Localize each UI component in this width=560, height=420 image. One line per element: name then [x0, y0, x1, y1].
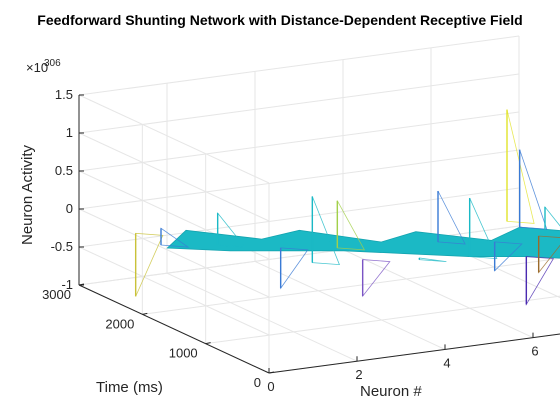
z-axis-title: Neuron Activity: [19, 144, 36, 245]
svg-text:306: 306: [44, 58, 61, 69]
spike-facet-0: [135, 232, 164, 297]
gridline-back-z: [78, 73, 520, 134]
x-tick-label: 4: [443, 355, 450, 370]
x-tick-label: 2: [355, 367, 362, 382]
gridline-floor-y: [205, 295, 560, 345]
svg-text:×10: ×10: [26, 60, 48, 75]
spike-facet-11: [494, 241, 523, 272]
spike-facet-6: [336, 200, 366, 251]
z-tick-label: -0.5: [51, 239, 73, 254]
spike-facet-10: [525, 256, 555, 306]
gridline-floor-y: [268, 333, 560, 374]
spike-facet-1: [160, 227, 190, 248]
z-tick-label: 0.5: [55, 163, 73, 178]
gridline-side-z: [78, 132, 270, 222]
y-axis-line: [78, 284, 270, 374]
spike-facet-14: [544, 205, 560, 241]
spike-facet-5: [362, 259, 391, 298]
y-tick-mark: [142, 312, 148, 315]
y-axis-title: Time (ms): [96, 379, 163, 396]
gridline-floor-x: [342, 249, 534, 339]
y-tick-label: 0: [254, 375, 261, 390]
gridline-side-z: [78, 246, 270, 336]
spike-facet-8: [469, 197, 498, 260]
y-tick-label: 2000: [105, 316, 134, 331]
z-exponent-label: ×10 306: [26, 58, 61, 75]
y-tick-label: 3000: [42, 287, 71, 302]
gridline-floor-x: [254, 260, 446, 350]
x-axis-title: Neuron #: [360, 383, 422, 400]
x-tick-label: 6: [531, 344, 538, 359]
z-tick-label: 1: [66, 125, 73, 140]
tick-label-layer: -1-0.500.511.501000200030000246810: [42, 87, 539, 394]
z-tick-label: 0: [66, 201, 73, 216]
surface-plateau: [166, 226, 560, 259]
y-tick-mark: [78, 283, 85, 286]
chart-title: Feedforward Shunting Network with Distan…: [37, 12, 522, 28]
spike-facet-15: [538, 235, 560, 274]
gridline-side-z: [78, 94, 270, 184]
axes-layer: [78, 94, 560, 374]
spike-facet-12: [506, 109, 535, 224]
z-tick-label: -1: [61, 277, 73, 292]
spike-facet-13: [519, 149, 548, 230]
spike-facet-9: [437, 190, 466, 245]
spike-layer: [134, 109, 560, 306]
y-tick-mark: [205, 342, 211, 345]
spike-facet-4: [311, 196, 341, 266]
y-tick-mark: [268, 371, 275, 374]
grid-layer: [78, 35, 560, 374]
gridline-side-z: [78, 208, 270, 298]
gridline-back-z: [78, 149, 520, 210]
gridline-back-z: [78, 111, 520, 172]
x-tick-label: 0: [267, 379, 274, 394]
x-axis-line: [268, 333, 560, 374]
z-tick-label: 1.5: [55, 87, 73, 102]
gridline-back-z: [78, 187, 520, 248]
gridline-back-z: [78, 35, 520, 96]
spike-facet-2: [217, 211, 246, 248]
surface-layer: [166, 226, 560, 259]
spike-facet-7: [418, 257, 447, 262]
y-tick-label: 1000: [169, 346, 198, 361]
gridline-floor-x: [166, 272, 358, 362]
spike-facet-3: [280, 247, 309, 290]
